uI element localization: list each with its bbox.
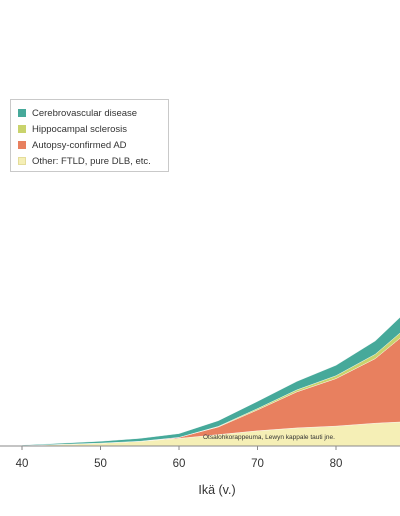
legend-label: Hippocampal sclerosis [32, 123, 128, 135]
legend-item-other: Other: FTLD, pure DLB, etc. [18, 154, 151, 168]
x-tick-label: 50 [94, 458, 107, 470]
legend-swatch [18, 141, 26, 149]
x-tick-label: 40 [16, 458, 29, 470]
x-tick-label: 60 [173, 458, 186, 470]
legend-item-cerebrovascular: Cerebrovascular disease [18, 106, 137, 120]
legend-swatch [18, 125, 26, 133]
legend-label: Other: FTLD, pure DLB, etc. [32, 155, 151, 167]
legend-item-hippocampal: Hippocampal sclerosis [18, 122, 127, 136]
area-series-3 [21, 317, 400, 446]
legend-swatch [18, 157, 26, 165]
x-tick-label: 70 [251, 458, 264, 470]
legend-label: Autopsy-confirmed AD [32, 139, 127, 151]
legend-label: Cerebrovascular disease [32, 107, 138, 119]
legend-item-ad: Autopsy-confirmed AD [18, 138, 127, 152]
x-axis-label: Ikä (v.) [198, 483, 235, 497]
area-layers [21, 317, 400, 447]
legend-swatch [18, 109, 26, 117]
chart-annotation: Otsalohkorappeuma, Lewyn kappale tauti j… [203, 434, 335, 441]
x-axis-ticks: 40 50 60 70 80 [16, 446, 343, 470]
legend: Cerebrovascular disease Hippocampal scle… [10, 99, 169, 172]
x-tick-label: 80 [330, 458, 343, 470]
